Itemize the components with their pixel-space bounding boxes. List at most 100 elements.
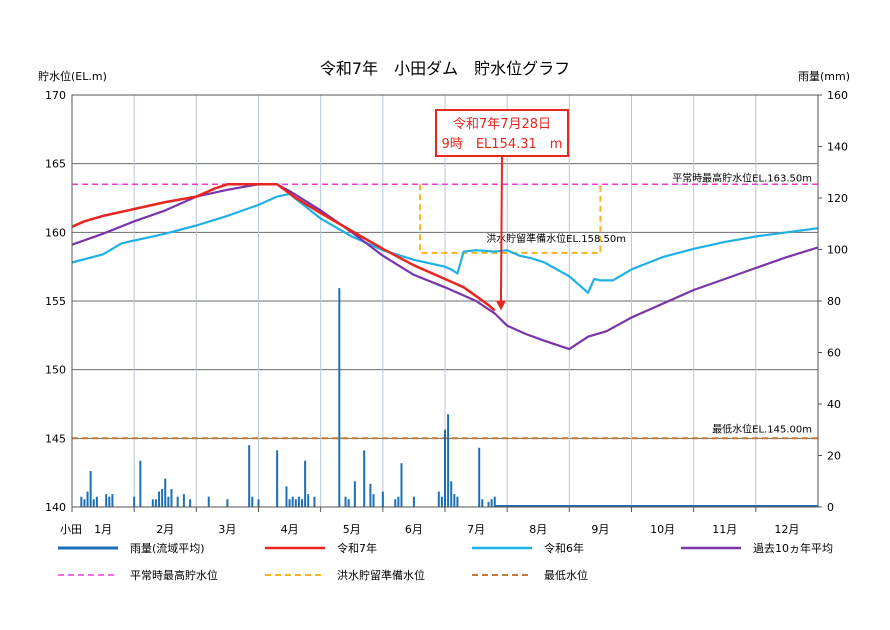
rain-bar <box>291 496 294 507</box>
x-tick-label: 7月 <box>467 523 485 536</box>
rain-bar <box>182 494 185 507</box>
rain-bar <box>158 491 161 507</box>
reference-annotation: 平常時最高貯水位EL.163.50m <box>672 171 812 184</box>
rain-bar <box>80 496 83 507</box>
y-right-tick-label: 160 <box>827 89 848 102</box>
rain-bar <box>226 499 229 507</box>
rain-bar <box>313 496 316 507</box>
y-right-label: 雨量(mm) <box>798 70 850 83</box>
rain-bar <box>450 481 453 507</box>
rain-bar <box>285 486 288 507</box>
series-line-avg <box>71 183 819 351</box>
y-right-tick-label: 80 <box>827 295 841 308</box>
callout-box <box>435 109 569 157</box>
rain-bar <box>164 478 167 507</box>
legend-label-rain: 雨量(流域平均) <box>130 541 205 555</box>
rain-bar <box>478 447 481 507</box>
rain-bar <box>453 494 456 507</box>
y-right-tick-label: 20 <box>827 450 841 463</box>
rain-bar <box>133 496 136 507</box>
y-right-tick-label: 120 <box>827 192 848 205</box>
legend-label-min: 最低水位 <box>544 568 588 582</box>
x-tick-label: 3月 <box>218 523 236 536</box>
rain-bar <box>105 494 108 507</box>
y-left-tick-label: 170 <box>45 89 66 102</box>
callout-line-2: 9時 EL154.31 m <box>442 137 563 152</box>
x-tick-label: 2月 <box>156 523 174 536</box>
series-lines <box>71 183 819 351</box>
rain-bar <box>444 429 446 507</box>
y-left-tick-label: 165 <box>45 158 66 171</box>
rain-bar <box>189 499 192 507</box>
rain-bar <box>257 499 260 507</box>
rain-bar <box>307 494 310 507</box>
ref-line-flood-level <box>419 184 602 254</box>
rain-bar <box>481 499 484 507</box>
axes: 140 145 150 155 160 165 170 0 20 40 60 80 100 120 140 1… <box>45 89 848 536</box>
rain-bar <box>92 499 95 507</box>
rain-bar <box>412 496 415 507</box>
rain-bar <box>447 414 450 507</box>
rain-bar <box>248 445 251 507</box>
legend-label-avg: 過去10ヵ年平均 <box>753 541 833 555</box>
y-right-tick-label: 60 <box>827 347 841 360</box>
rain-bar <box>397 496 400 507</box>
rain-bar <box>456 496 459 507</box>
rain-bar <box>83 499 86 507</box>
rain-bar <box>297 496 300 507</box>
callout-line-1: 令和7年7月28日 <box>453 117 551 132</box>
callout-arrow-line <box>499 155 503 303</box>
rain-bar <box>251 496 254 507</box>
x-tick-label: 9月 <box>591 523 609 536</box>
x-tick-label: 12月 <box>774 523 799 536</box>
rainfall-bars <box>80 288 818 507</box>
rain-bar <box>381 491 384 507</box>
rain-bar <box>151 499 154 507</box>
rain-bar <box>89 470 92 507</box>
chart-title: 令和7年 小田ダム 貯水位グラフ <box>320 59 570 78</box>
x-tick-label: 1月 <box>94 523 112 536</box>
rain-bar <box>139 460 142 507</box>
reference-annotation: 洪水貯留準備水位EL.158.50m <box>486 232 626 245</box>
rain-bar <box>394 499 397 507</box>
y-right-tick-label: 0 <box>827 501 834 514</box>
rain-bar <box>301 499 304 507</box>
y-left-tick-label: 160 <box>45 226 66 239</box>
rain-bar <box>207 496 210 507</box>
rain-bar <box>86 491 89 507</box>
rain-bar <box>353 481 356 507</box>
rain-bar <box>338 288 341 507</box>
series-line-r7 <box>71 183 496 312</box>
rain-bar <box>369 483 372 507</box>
rain-bar <box>440 496 443 507</box>
legend-label-r6: 令和6年 <box>544 541 584 555</box>
rain-bar <box>363 450 366 507</box>
callout: 令和7年7月28日 9時 EL154.31 m <box>435 109 569 311</box>
rain-bar <box>108 496 111 507</box>
y-right-tick-label: 40 <box>827 398 841 411</box>
x-tick-label: 10月 <box>650 523 675 536</box>
rain-bar <box>347 499 350 507</box>
x-tick-label: 4月 <box>281 523 299 536</box>
callout-arrow-head <box>495 300 506 311</box>
legend-label-flood: 洪水貯留準備水位 <box>337 568 425 582</box>
y-left-tick-label: 155 <box>45 295 66 308</box>
rain-bar <box>294 499 297 507</box>
rain-bar <box>487 501 490 507</box>
rain-bar <box>493 496 496 507</box>
y-left-tick-label: 140 <box>45 501 66 514</box>
station-label: 小田 <box>60 523 82 536</box>
rain-bar <box>170 488 173 507</box>
y-left-tick-label: 150 <box>45 364 66 377</box>
rain-bar <box>95 496 98 507</box>
y-left-label: 貯水位(EL.m) <box>38 69 107 83</box>
rain-bar <box>372 494 375 507</box>
rain-bar <box>176 496 179 507</box>
x-tick-label: 5月 <box>343 523 361 536</box>
rain-bar <box>437 491 440 507</box>
legend-label-r7: 令和7年 <box>337 541 377 555</box>
rain-bar <box>167 496 170 507</box>
series-line-r6 <box>71 192 819 294</box>
